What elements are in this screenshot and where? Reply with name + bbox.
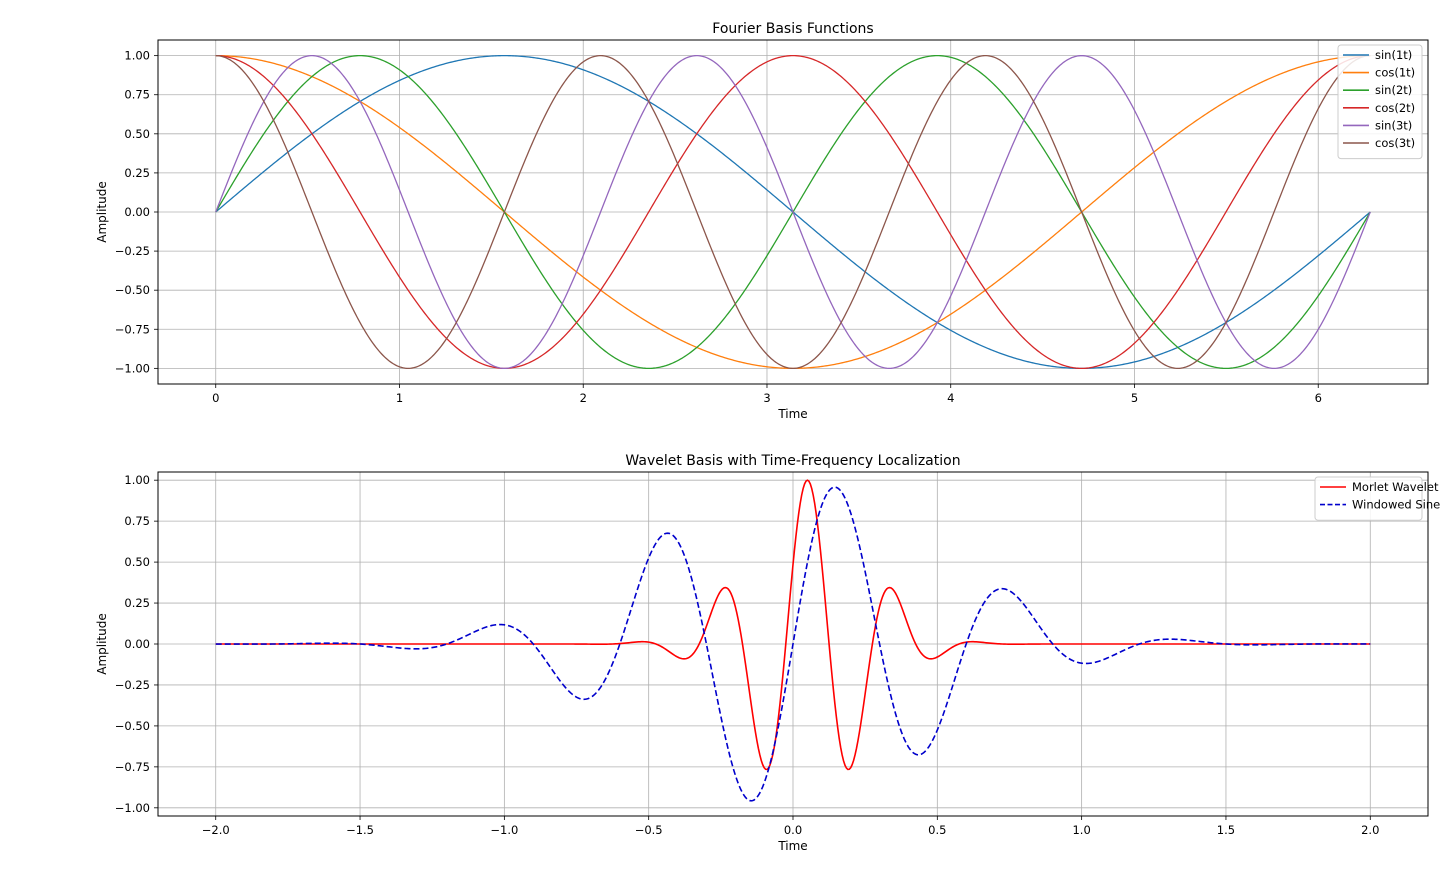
x-tick-label: −2.0 [202,823,230,837]
x-tick-label: 2.0 [1361,823,1379,837]
legend-label: cos(1t) [1375,66,1415,80]
x-tick-label: 0 [212,391,219,405]
y-tick-label: −0.50 [115,283,150,297]
y-axis-label: Amplitude [95,181,109,243]
fourier-chart: Fourier Basis Functions 0 1 2 3 4 5 6 −1.00 −0.7… [95,21,1429,421]
x-tick-label: 4 [947,391,954,405]
series-line-cos-3t [215,54,1371,370]
legend: sin(1t) cos(1t) sin(2t) cos(2t) sin(3t) cos(3… [1337,44,1423,160]
ticks: 0 1 2 3 4 5 6 −1.00 −0.75 −0.50 −0.25 0.00 0.25 0.50 0… [115,49,1322,405]
series-lines [215,479,1371,802]
x-tick-label: 3 [763,391,770,405]
legend-label: sin(1t) [1375,48,1412,62]
series-line-cos-2t [215,54,1371,370]
legend: Morlet Wavelet Windowed Sine [1314,476,1440,521]
x-tick-label: 2 [580,391,587,405]
y-tick-label: 0.00 [124,205,150,219]
x-tick-label: −0.5 [635,823,663,837]
y-tick-label: −1.00 [115,361,150,375]
y-tick-label: −1.00 [115,801,150,815]
legend-label: cos(2t) [1375,101,1415,115]
grid [158,472,1428,816]
legend-label: Morlet Wavelet [1352,480,1439,494]
series-line-sin-3t [215,54,1371,370]
legend-label: sin(2t) [1375,83,1412,97]
y-tick-label: 1.00 [124,473,150,487]
y-tick-label: 0.75 [124,514,150,528]
chart-title: Fourier Basis Functions [712,21,873,37]
x-tick-label: 1 [396,391,403,405]
series-lines [215,54,1371,370]
x-tick-label: 6 [1315,391,1322,405]
y-axis-label: Amplitude [95,613,109,675]
y-tick-label: 0.50 [124,555,150,569]
y-tick-label: −0.25 [115,244,150,258]
y-tick-label: 1.00 [124,49,150,63]
y-tick-label: 0.50 [124,127,150,141]
y-tick-label: 0.75 [124,88,150,102]
series-line-morlet-wavelet [215,479,1371,771]
legend-label: Windowed Sine [1352,498,1440,512]
ticks: −2.0 −1.5 −1.0 −0.5 0.0 0.5 1.0 1.5 2.0 −1.00 −0.7… [115,473,1380,837]
wavelet-chart: Wavelet Basis with Time-Frequency Locali… [95,453,1440,853]
x-tick-label: −1.5 [346,823,374,837]
x-axis-label: Time [777,407,807,421]
y-tick-label: 0.25 [124,596,150,610]
y-tick-label: 0.00 [124,637,150,651]
legend-box [1337,44,1423,160]
x-tick-label: 1.0 [1072,823,1090,837]
series-line-windowed-sine [215,486,1371,802]
legend-label: sin(3t) [1375,118,1412,132]
y-tick-label: −0.75 [115,760,150,774]
legend-label: cos(3t) [1375,136,1415,150]
x-axis-label: Time [777,839,807,853]
x-tick-label: −1.0 [490,823,518,837]
x-tick-label: 0.0 [784,823,802,837]
x-tick-label: 5 [1131,391,1138,405]
y-tick-label: −0.75 [115,322,150,336]
y-tick-label: −0.50 [115,719,150,733]
chart-title: Wavelet Basis with Time-Frequency Locali… [625,453,960,469]
x-tick-label: 0.5 [928,823,946,837]
x-tick-label: 1.5 [1217,823,1235,837]
y-tick-label: −0.25 [115,678,150,692]
y-tick-label: 0.25 [124,166,150,180]
